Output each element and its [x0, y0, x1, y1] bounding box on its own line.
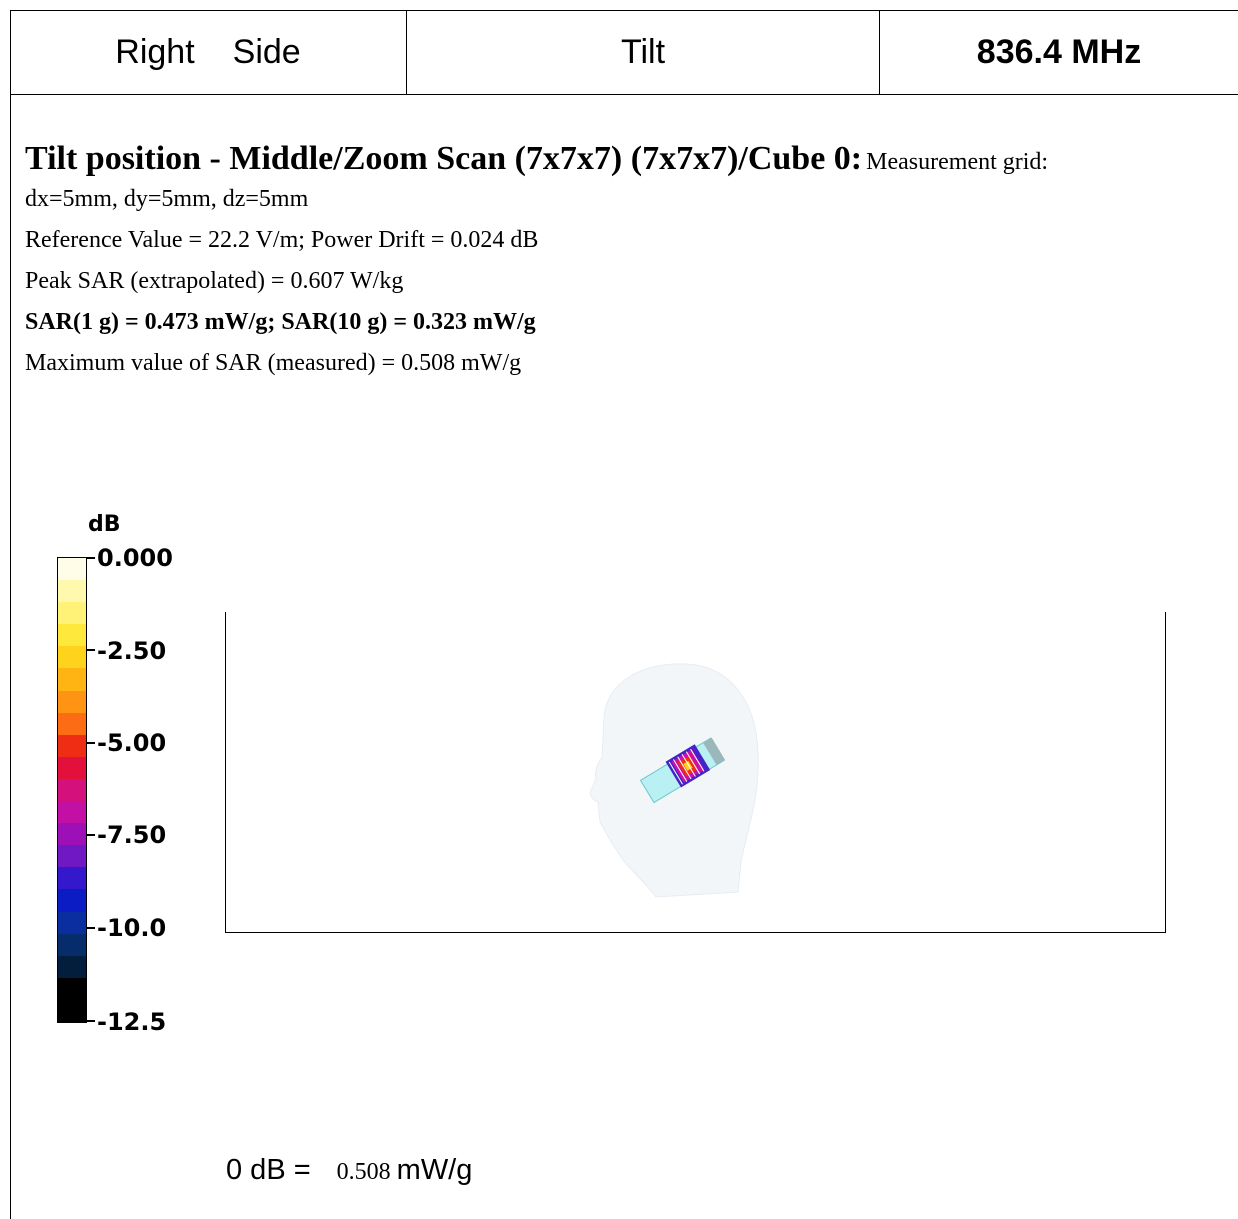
color-scale-segment: [58, 977, 86, 1000]
color-scale-segment: [58, 823, 86, 846]
scale-unit-label: dB: [88, 512, 121, 537]
color-scale-segment: [58, 690, 86, 713]
grid-values: dx=5mm, dy=5mm, dz=5mm: [25, 186, 309, 212]
scale-label-2: -5.00: [97, 729, 167, 757]
sar-summary: SAR(1 g) = 0.473 mW/g; SAR(10 g) = 0.323…: [25, 309, 536, 335]
head-phone-illustration: [589, 663, 759, 898]
measurement-title: Tilt position - Middle/Zoom Scan (7x7x7)…: [25, 140, 863, 177]
scale-tick: [87, 557, 95, 559]
scale-tick: [87, 742, 95, 744]
color-scale-segment: [58, 734, 86, 757]
color-scale-segment: [58, 668, 86, 691]
color-scale-segment: [58, 911, 86, 934]
color-scale-segment: [58, 756, 86, 779]
color-scale-segment: [58, 845, 86, 868]
color-scale-segment: [58, 712, 86, 735]
zero-db-unit: mW/g: [396, 1154, 473, 1186]
header-position: Tilt: [620, 32, 666, 71]
scale-tick: [87, 649, 95, 651]
zero-db-reference: 0 dB = 0.508 mW/g: [226, 1154, 472, 1187]
reference-value: Reference Value = 22.2 V/m; Power Drift …: [25, 227, 539, 253]
peak-sar: Peak SAR (extrapolated) = 0.607 W/kg: [25, 268, 404, 294]
color-scale-segment: [58, 955, 86, 978]
color-scale-segment: [58, 580, 86, 603]
scale-tick: [87, 927, 95, 929]
color-scale-segment: [58, 624, 86, 647]
handset-end: [703, 737, 726, 766]
scale-label-4: -10.0: [97, 914, 167, 942]
scale-label-3: -7.50: [97, 821, 167, 849]
color-scale-segment: [58, 602, 86, 625]
color-scale-segment: [58, 999, 86, 1022]
color-scale-segment: [58, 558, 86, 581]
scale-label-1: -2.50: [97, 637, 167, 665]
scale-label-5: -12.5: [97, 1008, 167, 1036]
header-position-cell: Tilt: [407, 10, 880, 94]
frame-left-line: [10, 10, 11, 1219]
zero-db-prefix: 0 dB =: [226, 1154, 311, 1186]
frame-top-line: [10, 10, 1238, 11]
header-frequency-cell: 836.4 MHz: [880, 10, 1238, 94]
zero-db-value: 0.508: [336, 1159, 391, 1185]
color-scale-segment: [58, 867, 86, 890]
grid-label: Measurement grid:: [866, 149, 1049, 175]
header-side-cell: Right Side: [10, 10, 407, 94]
header-frequency: 836.4 MHz: [976, 32, 1142, 71]
header-side-word1: Right: [115, 32, 195, 71]
scale-tick: [87, 834, 95, 836]
color-scale-segment: [58, 646, 86, 669]
max-sar: Maximum value of SAR (measured) = 0.508 …: [25, 350, 522, 376]
measurement-title-line: Tilt position - Middle/Zoom Scan (7x7x7)…: [25, 140, 1048, 178]
color-scale-segment: [58, 889, 86, 912]
color-scale-segment: [58, 801, 86, 824]
header-table: Right Side Tilt 836.4 MHz: [10, 10, 1238, 95]
color-scale-segment: [58, 933, 86, 956]
color-scale-segment: [58, 778, 86, 802]
sar-plot-area: [225, 612, 1166, 933]
scale-label-0: 0.000: [97, 544, 173, 572]
header-side-word2: Side: [232, 32, 301, 71]
scale-tick: [87, 1020, 95, 1022]
color-scale-bar: [57, 557, 87, 1023]
